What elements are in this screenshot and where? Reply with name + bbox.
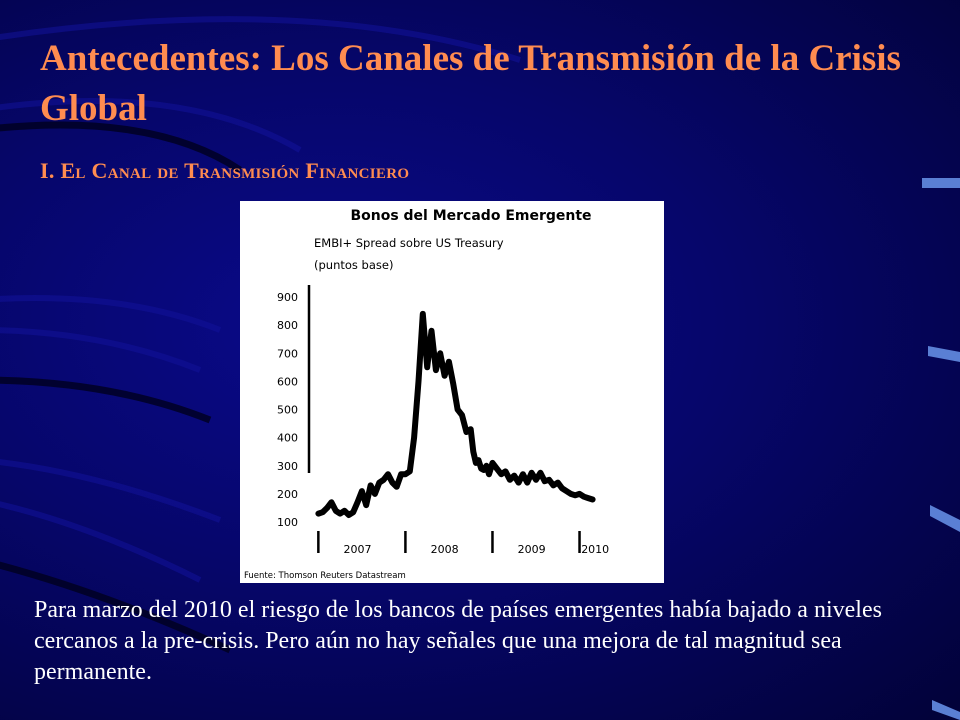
y-tick-label: 700 <box>277 347 298 360</box>
x-tick-label: 2008 <box>431 543 459 556</box>
x-tick-label: 2009 <box>518 543 546 556</box>
y-tick-label: 400 <box>277 432 298 445</box>
series-line-embi-spread <box>315 310 596 518</box>
chart-title: Bonos del Mercado Emergente <box>350 208 591 224</box>
embi-spread-chart: Bonos del Mercado Emergente EMBI+ Spread… <box>244 208 609 581</box>
chart-subtitle-line-1: EMBI+ Spread sobre US Treasury <box>314 236 504 250</box>
y-tick-label: 900 <box>277 291 298 304</box>
chart-subtitle-line-2: (puntos base) <box>314 258 393 272</box>
y-tick-label: 600 <box>277 375 298 388</box>
slide-title: Antecedentes: Los Canales de Transmisión… <box>40 38 901 129</box>
chart-source: Fuente: Thomson Reuters Datastream <box>244 571 406 581</box>
y-tick-label: 300 <box>277 460 298 473</box>
slide-caption: Para marzo del 2010 el riesgo de los ban… <box>34 597 882 685</box>
right-edge-accents <box>922 178 960 720</box>
y-tick-label: 100 <box>277 516 298 529</box>
x-tick-label: 2010 <box>581 543 609 556</box>
y-tick-label: 800 <box>277 319 298 332</box>
y-tick-label: 200 <box>277 488 298 501</box>
x-tick-label: 2007 <box>344 543 372 556</box>
chart-panel: Bonos del Mercado Emergente EMBI+ Spread… <box>240 201 664 583</box>
slide-subtitle: I. El Canal de Transmisión Financiero <box>40 158 410 183</box>
y-tick-label: 500 <box>277 404 298 417</box>
